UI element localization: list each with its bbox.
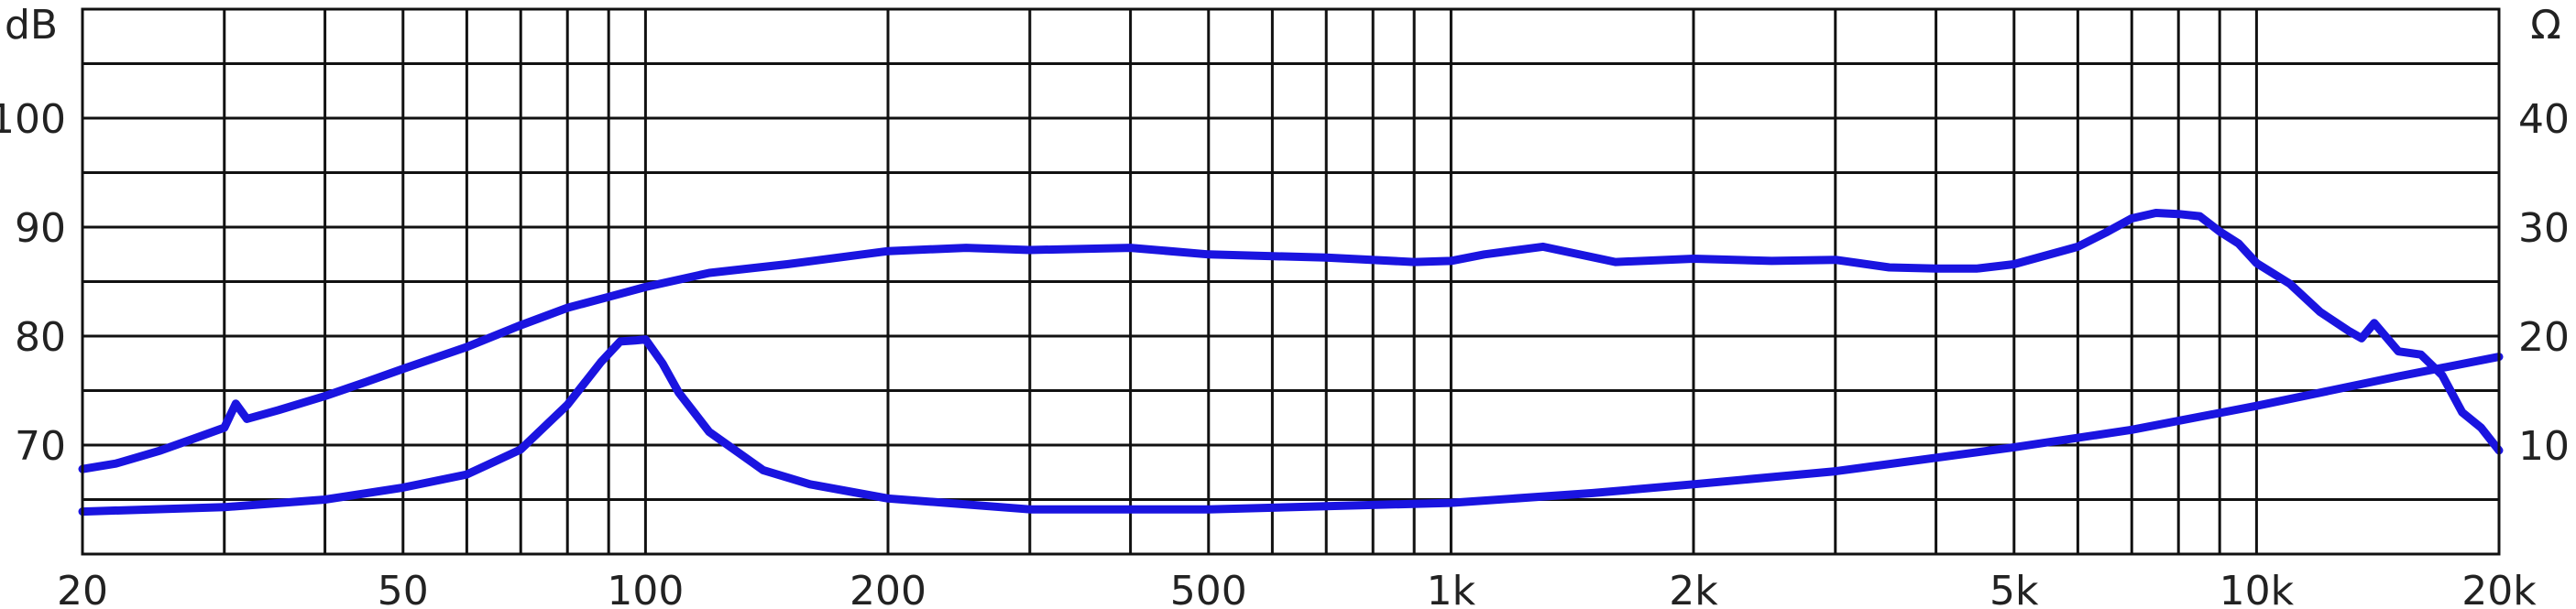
x-tick-label: 500: [1170, 568, 1247, 609]
plot-curves: [78, 209, 2504, 517]
x-tick-label: 20k: [2461, 568, 2537, 609]
x-tick-label: 1k: [1427, 568, 1476, 609]
right-axis-unit: Ω: [2530, 2, 2561, 49]
x-tick-label: 50: [378, 568, 429, 609]
left-y-tick-label: 80: [15, 314, 66, 361]
left-y-tick-label: 70: [15, 423, 66, 470]
x-tick-label: 2k: [1669, 568, 1718, 609]
impedance-line: [78, 335, 2504, 517]
right-y-tick-label: 30: [2518, 205, 2570, 252]
left-axis-unit: dB: [5, 2, 58, 49]
x-tick-label: 200: [850, 568, 926, 609]
x-tick-label: 100: [607, 568, 684, 609]
tick-labels: 20 50 100 200 500 1k 2k 5k 10k 20k 70 80 90 100 10 20 30…: [0, 96, 2570, 609]
plot-frame: [81, 7, 2501, 556]
left-y-tick-label: 100: [0, 96, 66, 143]
x-tick-label: 20: [57, 568, 108, 609]
right-y-tick-label: 10: [2518, 423, 2570, 470]
right-y-tick-label: 20: [2518, 314, 2570, 361]
spl-response-line: [78, 209, 2504, 473]
x-tick-label: 5k: [1990, 568, 2039, 609]
right-y-tick-label: 40: [2518, 96, 2570, 143]
plot-grid: [82, 9, 2499, 554]
left-y-tick-label: 90: [15, 205, 66, 252]
x-tick-label: 10k: [2220, 568, 2295, 609]
